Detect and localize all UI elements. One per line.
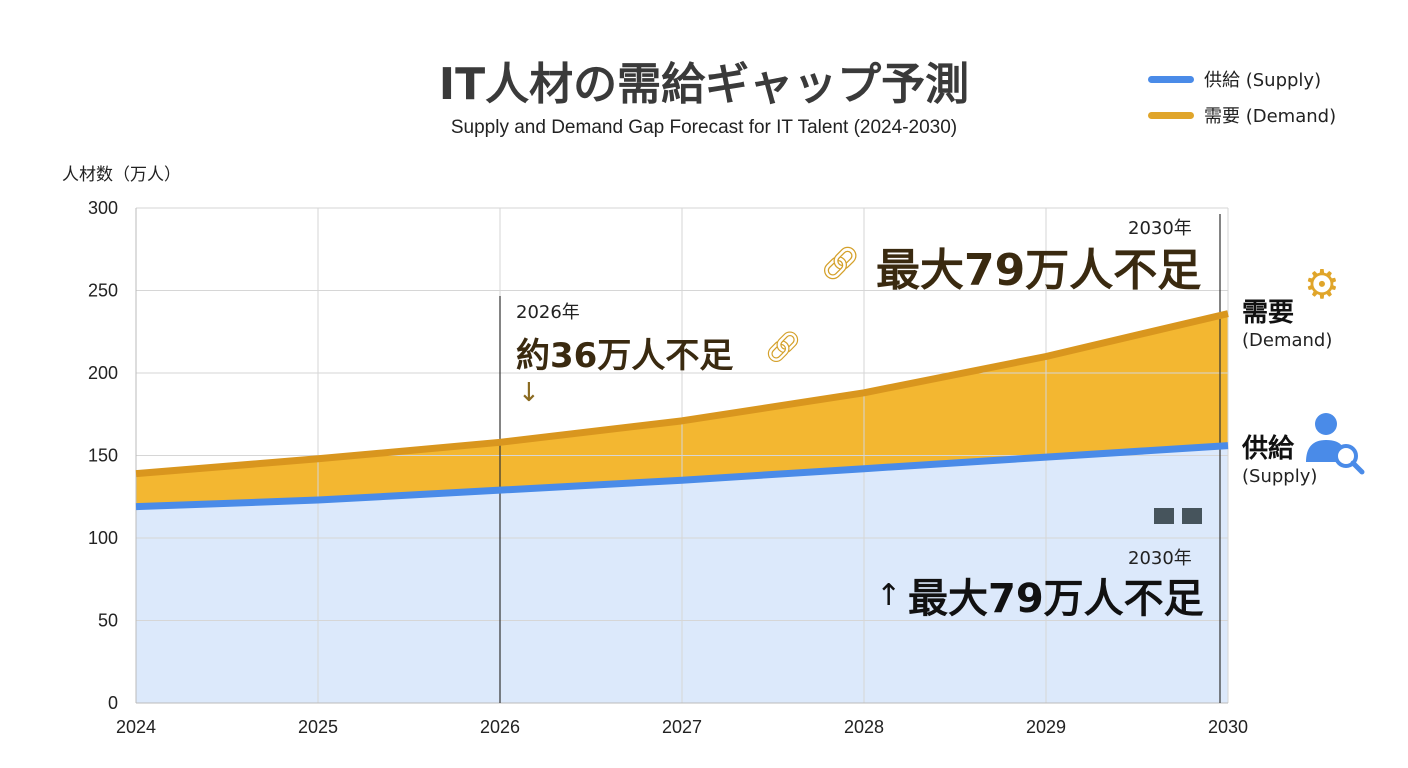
- x-tick-label: 2025: [298, 717, 338, 737]
- y-tick-label: 0: [108, 693, 118, 713]
- y-axis-label: 人材数（万人）: [62, 165, 181, 185]
- x-tick-label: 2026: [480, 717, 520, 737]
- gap-area: [136, 313, 1228, 507]
- x-tick-label: 2030: [1208, 717, 1248, 737]
- annotation-2026-year: 2026年: [516, 302, 580, 323]
- x-tick-label: 2028: [844, 717, 884, 737]
- user-search-icon: [1306, 413, 1365, 475]
- y-tick-label: 150: [88, 446, 118, 466]
- legend-label-demand: 需要 (Demand): [1204, 106, 1337, 127]
- side-label-supply-en: (Supply): [1242, 466, 1318, 487]
- demand-line: [135, 310, 1229, 478]
- broken-link-icon: 🔗︎: [764, 330, 803, 365]
- side-label-supply-jp: 供給: [1242, 434, 1295, 464]
- annotation-2030-bottom-arrow: ↑: [876, 578, 902, 613]
- x-tick-label: 2024: [116, 717, 156, 737]
- legend-item-demand: 需要 (Demand): [1148, 102, 1336, 128]
- y-tick-label: 300: [88, 198, 118, 218]
- gap-icon: [1152, 494, 1204, 524]
- chart-subtitle: Supply and Demand Gap Forecast for IT Ta…: [450, 117, 958, 138]
- broken-link-icon: 🔗︎: [820, 244, 861, 282]
- gear-growth-icon: ⚙: [1304, 262, 1340, 308]
- side-label-demand-jp: 需要: [1242, 298, 1295, 328]
- y-tick-label: 200: [88, 363, 118, 383]
- side-label-demand-en: (Demand): [1242, 330, 1333, 351]
- x-tick-label: 2029: [1026, 717, 1066, 737]
- x-tick-label: 2027: [662, 717, 702, 737]
- legend-label-supply: 供給 (Supply): [1204, 70, 1322, 91]
- legend-item-supply: 供給 (Supply): [1148, 66, 1321, 92]
- supply-line: [135, 442, 1229, 511]
- y-tick-label: 100: [88, 528, 118, 548]
- chart-title: IT人材の需給ギャップ予測: [438, 59, 970, 110]
- annotation-2030-bottom-text: 最大79万人不足: [908, 576, 1204, 622]
- annotation-2030-top-text: 最大79万人不足: [876, 245, 1202, 296]
- y-tick-label: 250: [88, 281, 118, 301]
- legend-swatch-supply: [1148, 75, 1194, 83]
- annotation-2026-arrow: ↓: [518, 378, 540, 408]
- annotation-2030-bottom-year: 2030年: [1128, 548, 1192, 569]
- y-tick-label: 50: [98, 611, 118, 631]
- annotation-2026-text: 約36万人不足: [516, 336, 734, 376]
- annotation-2030-top-year: 2030年: [1128, 218, 1192, 239]
- legend-swatch-demand: [1148, 111, 1194, 119]
